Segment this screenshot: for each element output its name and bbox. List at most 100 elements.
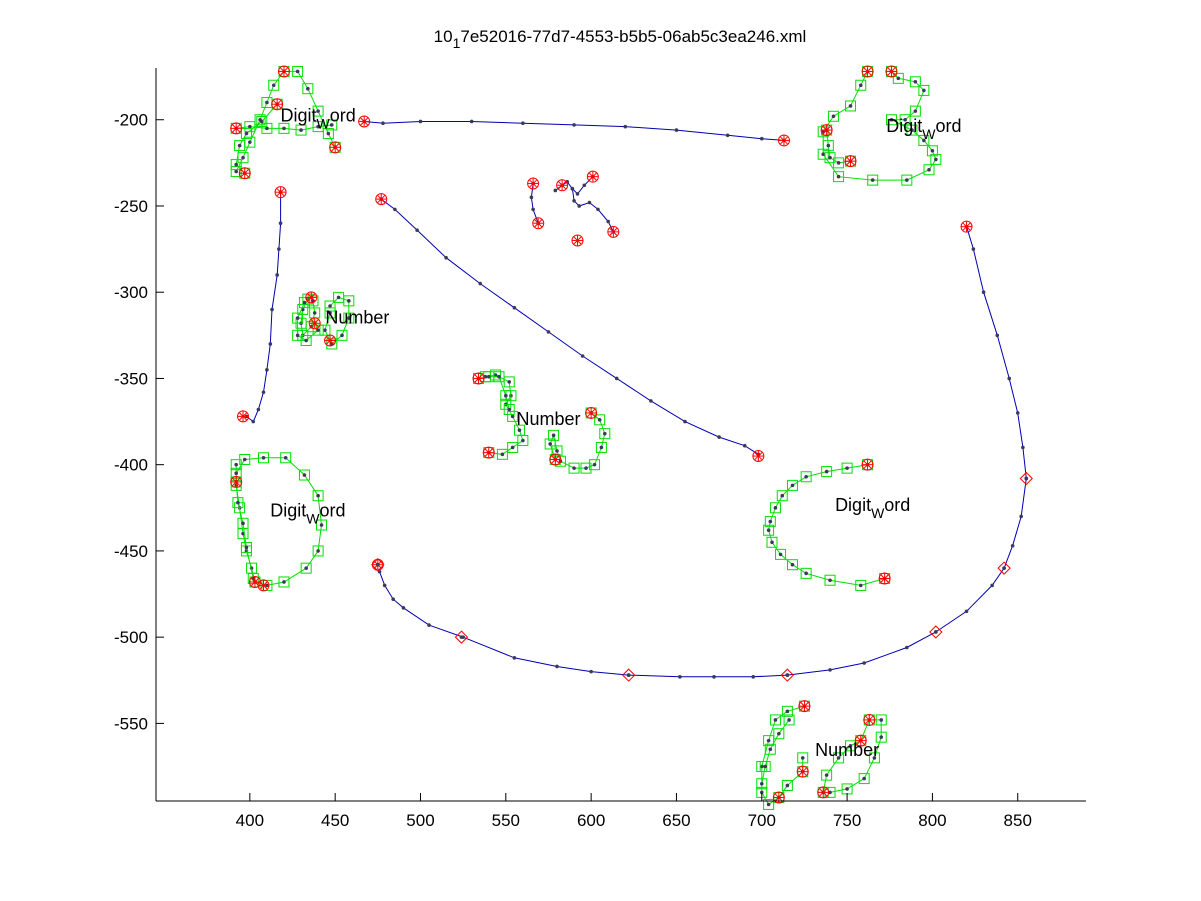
red-circle-marker	[482, 446, 495, 459]
stroke-sample-dot	[1015, 411, 1020, 415]
green-square-marker	[800, 471, 812, 483]
stroke-sample-dot	[649, 399, 653, 403]
red-circle-marker	[571, 234, 584, 247]
green-stroke-line	[768, 464, 885, 586]
stroke-sample-dot	[766, 738, 771, 743]
red-star-marker	[878, 572, 891, 585]
stroke-sample-dot	[879, 718, 884, 722]
red-circle-marker	[885, 65, 898, 78]
stroke-sample-dot	[427, 623, 431, 627]
stroke-sample-dot	[382, 583, 387, 588]
green-square-marker	[500, 390, 512, 402]
x-tick-label: 400	[236, 811, 264, 830]
stroke-sample-dot	[236, 500, 240, 505]
stroke-sample-dot	[234, 169, 239, 174]
green-square-marker	[312, 105, 324, 117]
stroke-sample-dot	[306, 86, 310, 91]
stroke-sample-dot	[295, 69, 300, 74]
stroke-sample-dot	[587, 200, 592, 205]
stroke-sample-dot	[934, 630, 938, 634]
stroke-sample-dot	[759, 781, 764, 786]
stroke-sample-dot	[759, 790, 764, 795]
red-star-stroke	[819, 788, 828, 797]
green-square-marker	[507, 410, 519, 422]
y-tick-label: -250	[114, 197, 148, 216]
blue-stroke	[371, 220, 1033, 682]
red-star-stroke	[587, 409, 595, 417]
green-square-marker	[324, 307, 336, 319]
stroke-sample-dot	[913, 109, 918, 113]
x-tick-label: 600	[577, 811, 605, 830]
stroke-sample-dot	[312, 311, 317, 315]
stroke-sample-dot	[903, 117, 907, 122]
red-circle-marker	[861, 65, 874, 78]
stroke-sample-dot	[282, 580, 286, 584]
red-star-marker	[324, 334, 337, 347]
stroke-class-label: DigitWord	[835, 495, 910, 521]
red-star-marker	[885, 65, 898, 78]
green-square-marker	[599, 428, 611, 440]
green-square-marker	[278, 122, 290, 134]
stroke-sample-dot	[602, 431, 607, 436]
green-stroke-line	[235, 103, 278, 174]
green-stroke-line	[235, 457, 323, 586]
blue-stroke	[375, 193, 765, 463]
red-star-marker	[752, 450, 765, 463]
red-star-marker	[238, 167, 251, 180]
stroke-sample-dot	[848, 104, 853, 108]
red-star-marker	[305, 291, 318, 304]
green-square-marker	[496, 448, 508, 460]
red-star-marker	[820, 124, 833, 137]
green-square-marker	[319, 324, 331, 336]
stroke-sample-dot	[507, 407, 512, 412]
green-square-marker	[901, 174, 913, 186]
red-star-marker	[329, 141, 342, 154]
stroke-sample-dot	[570, 186, 575, 191]
red-star-stroke	[754, 452, 763, 460]
green-square-marker	[343, 312, 355, 324]
y-tick-label: -300	[114, 283, 148, 302]
red-star-stroke	[534, 219, 543, 228]
stroke-sample-dot	[804, 571, 808, 576]
stroke-class-label: Number	[815, 740, 879, 760]
red-star-stroke	[259, 581, 268, 590]
green-square-marker	[312, 324, 324, 336]
stroke-sample-dot	[401, 606, 406, 610]
green-square-marker	[930, 153, 942, 165]
stroke-sample-dot	[712, 675, 716, 679]
green-square-marker	[305, 321, 317, 333]
stroke-sample-dot	[828, 155, 832, 160]
green-square-marker	[858, 773, 870, 785]
green-square-marker	[240, 128, 252, 140]
blue-stroke	[527, 177, 545, 230]
stroke-sample-dot	[270, 307, 274, 312]
stroke-sample-dot	[981, 290, 986, 295]
x-tick-label: 750	[833, 811, 861, 830]
stroke-sample-dot	[930, 148, 935, 153]
blue-stroke	[237, 186, 287, 424]
stroke-sample-dot	[248, 124, 252, 129]
stroke-sample-dot	[836, 756, 841, 760]
stroke-sample-dot	[271, 83, 276, 88]
stroke-sample-dot	[995, 333, 1000, 338]
red-star-stroke	[887, 67, 896, 76]
red-circle-marker	[796, 765, 809, 778]
red-star-stroke	[551, 455, 560, 464]
green-square-marker	[906, 124, 918, 136]
green-square-marker	[544, 438, 556, 450]
green-square-marker	[885, 114, 897, 126]
red-star-marker	[237, 410, 250, 423]
stroke-sample-dot	[773, 506, 778, 510]
stroke-sample-dot	[268, 342, 273, 346]
stroke-sample-dot	[381, 121, 385, 125]
green-square-marker	[312, 545, 324, 557]
blue-stroke-line	[572, 176, 594, 195]
stroke-sample-dot	[507, 380, 512, 384]
stroke-sample-dot	[821, 152, 826, 157]
stroke-sample-dot	[597, 418, 602, 422]
stroke-sample-dot	[678, 675, 682, 679]
red-circle-marker	[820, 124, 833, 137]
blue-stroke-line	[530, 183, 539, 224]
green-square-marker	[230, 159, 242, 171]
red-star-stroke	[251, 578, 259, 586]
